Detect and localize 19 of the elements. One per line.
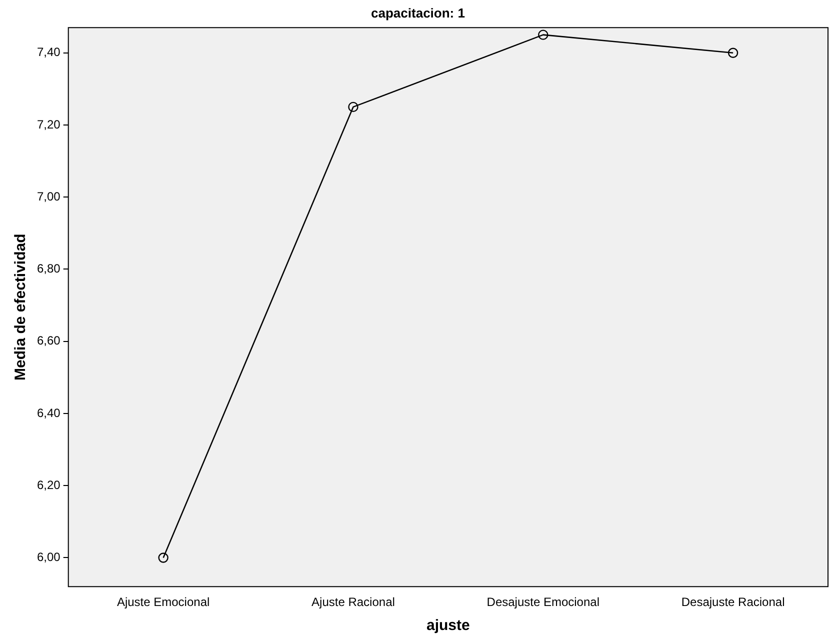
point: [158, 552, 168, 563]
point: [538, 30, 548, 40]
y-tick-label: 6,00: [36, 550, 61, 564]
y-tick-label: 7,00: [36, 189, 61, 204]
point: [348, 102, 358, 112]
x-tick-label: Desajuste Emocional: [486, 595, 600, 610]
x-axis-title: ajuste: [426, 617, 470, 634]
chart-title: capacitacion: 1: [371, 5, 465, 20]
y-tick-label: 7,20: [36, 117, 61, 132]
y-tick-label: 6,20: [36, 478, 61, 492]
y-tick-label: 7,40: [36, 45, 61, 60]
point: [728, 48, 738, 58]
y-tick-label: 6,80: [36, 262, 61, 276]
y-tick-label: 6,40: [36, 406, 61, 420]
y-tick-label: 6,60: [36, 334, 61, 348]
y-axis-title: Media de efectividad: [12, 234, 30, 380]
x-tick-label: Ajuste Emocional: [116, 595, 210, 610]
x-tick-label: Desajuste Racional: [681, 595, 785, 610]
x-tick-label: Ajuste Racional: [312, 595, 395, 610]
